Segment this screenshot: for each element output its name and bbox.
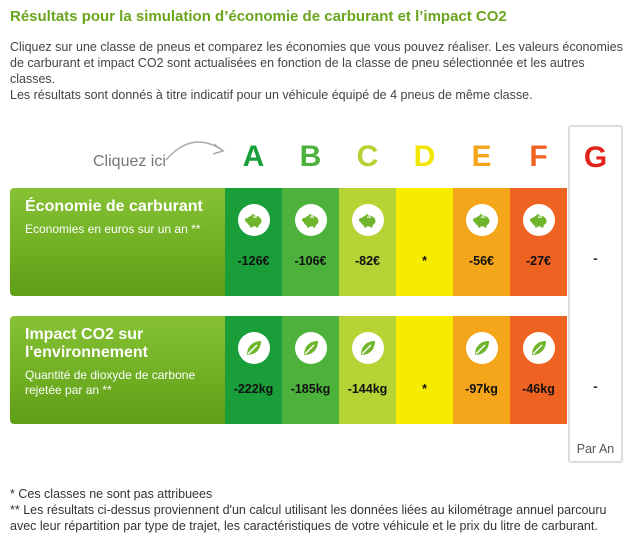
co2-row-desc: Quantité de dioxyde de carbone rejetée p… xyxy=(25,368,196,397)
footnote-1: * Ces classes ne sont pas attribuees xyxy=(10,487,213,501)
leaf-icon xyxy=(523,332,555,364)
class-c-fuel-cell[interactable]: -82€ xyxy=(339,188,396,296)
piggy-bank-icon xyxy=(523,204,555,236)
class-d-co2-cell[interactable]: * xyxy=(396,316,453,424)
class-g-fuel-value: - xyxy=(593,250,598,266)
per-year-label: Par An xyxy=(576,442,615,456)
class-e-fuel-cell[interactable]: -56€ xyxy=(453,188,510,296)
intro-text: Cliquez sur une classe de pneus et compa… xyxy=(10,39,632,103)
piggy-bank-icon xyxy=(352,204,384,236)
class-d-fuel-value: * xyxy=(422,254,427,268)
class-a-co2-value: -222kg xyxy=(233,382,274,396)
piggy-bank-icon xyxy=(295,204,327,236)
class-f-co2-value: -46kg xyxy=(522,382,555,396)
piggy-bank-icon xyxy=(238,204,270,236)
class-a-fuel-cell[interactable]: -126€ xyxy=(225,188,282,296)
class-d-fuel-cell[interactable]: * xyxy=(396,188,453,296)
class-b-letter[interactable]: B xyxy=(299,140,322,173)
class-b-fuel-cell[interactable]: -106€ xyxy=(282,188,339,296)
class-f-co2-cell[interactable]: -46kg xyxy=(510,316,567,424)
class-c-letter[interactable]: C xyxy=(356,140,379,173)
leaf-icon xyxy=(466,332,498,364)
curved-arrow-icon xyxy=(165,141,225,161)
class-e-co2-value: -97kg xyxy=(465,382,498,396)
class-e-fuel-value: -56€ xyxy=(468,254,495,268)
class-e-letter[interactable]: E xyxy=(471,140,492,173)
co2-row-title: Impact CO2 sur l'environnement xyxy=(25,326,148,361)
class-g-column[interactable]: G - - Par An xyxy=(568,125,623,463)
leaf-icon xyxy=(295,332,327,364)
click-hint: Cliquez ici xyxy=(93,153,166,170)
leaf-icon xyxy=(352,332,384,364)
class-b-co2-cell[interactable]: -185kg xyxy=(282,316,339,424)
class-a-fuel-value: -126€ xyxy=(237,254,270,268)
intro-line-2: Les résultats sont donnés à titre indica… xyxy=(10,88,533,102)
footnotes: * Ces classes ne sont pas attribuees ** … xyxy=(10,486,632,534)
class-f-letter[interactable]: F xyxy=(529,140,548,173)
piggy-bank-icon xyxy=(466,204,498,236)
class-f-fuel-cell[interactable]: -27€ xyxy=(510,188,567,296)
class-e-co2-cell[interactable]: -97kg xyxy=(453,316,510,424)
class-b-fuel-value: -106€ xyxy=(294,254,327,268)
fuel-row-label: Économie de carburant Economies en euros… xyxy=(10,188,225,296)
class-d-letter[interactable]: D xyxy=(413,140,436,173)
fuel-row-desc: Economies en euros sur un an ** xyxy=(25,222,201,236)
co2-row-label: Impact CO2 sur l'environnement Quantité … xyxy=(10,316,225,424)
class-g-letter[interactable]: G xyxy=(583,141,608,174)
class-c-co2-cell[interactable]: -144kg xyxy=(339,316,396,424)
footnote-2: ** Les résultats ci-dessus proviennent d… xyxy=(10,503,607,533)
class-c-co2-value: -144kg xyxy=(347,382,388,396)
class-f-fuel-value: -27€ xyxy=(525,254,552,268)
page-title: Résultats pour la simulation d’économie … xyxy=(10,8,507,25)
class-d-co2-value: * xyxy=(422,382,427,396)
class-b-co2-value: -185kg xyxy=(290,382,331,396)
class-g-co2-value: - xyxy=(593,378,598,394)
class-a-co2-cell[interactable]: -222kg xyxy=(225,316,282,424)
leaf-icon xyxy=(238,332,270,364)
class-c-fuel-value: -82€ xyxy=(354,254,381,268)
class-a-letter[interactable]: A xyxy=(242,140,265,173)
intro-line-1: Cliquez sur une classe de pneus et compa… xyxy=(10,40,623,86)
fuel-row-title: Économie de carburant xyxy=(25,198,203,215)
